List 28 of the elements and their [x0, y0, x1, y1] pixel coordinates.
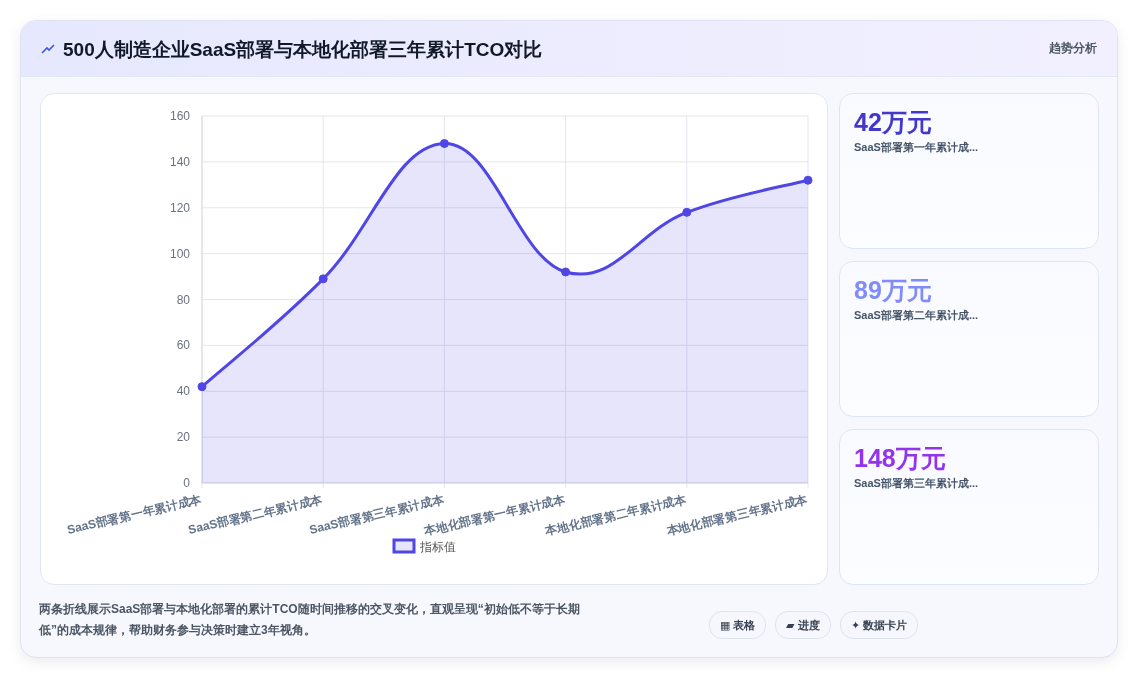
- y-tick-label: 40: [176, 384, 191, 399]
- chart-title: 500人制造企业SaaS部署与本地化部署三年累计TCO对比: [63, 38, 543, 62]
- y-tick-label: 80: [176, 292, 191, 307]
- point: [803, 175, 813, 185]
- text: ▰ 进度: [775, 611, 831, 639]
- point: [197, 382, 207, 392]
- legend-label: 指标值: [419, 540, 456, 554]
- y-tick-label: 0: [183, 476, 191, 490]
- text: 趋势分析: [1049, 40, 1097, 57]
- point: [682, 207, 692, 217]
- text: SaaS部署第一年累计成...: [854, 140, 979, 155]
- text: SaaS部署第三年累计成...: [854, 476, 979, 491]
- y-tick-label: 120: [169, 200, 191, 215]
- text: 42万元: [854, 107, 932, 138]
- point: [318, 274, 328, 284]
- text: SaaS部署第二年累计成...: [854, 308, 979, 323]
- text: ▦ 表格: [709, 611, 767, 639]
- text: 89万元: [854, 275, 932, 306]
- y-tick-label: 100: [169, 246, 191, 261]
- text: 两条折线展示SaaS部署与本地化部署的累计TCO随时间推移的交叉变化，直观呈现“初始低不等于长期低”的成本规律，帮助财务参与决策时建立3年视角。: [39, 601, 581, 639]
- point: [439, 139, 449, 149]
- y-tick-label: 160: [169, 109, 191, 123]
- y-tick-label: 140: [169, 154, 191, 169]
- text: 148万元: [854, 443, 946, 474]
- point: [561, 267, 571, 277]
- y-tick-label: 20: [176, 430, 191, 445]
- text: ✦ 数据卡片: [840, 611, 919, 639]
- y-tick-label: 60: [176, 338, 191, 353]
